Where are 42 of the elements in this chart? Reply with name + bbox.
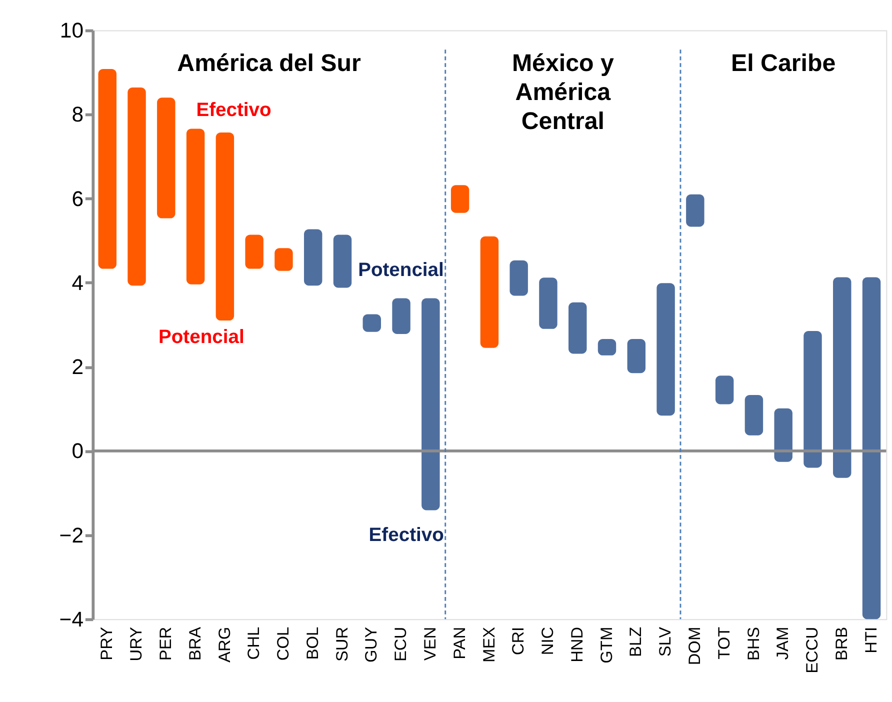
y-tick-label: 10: [60, 20, 84, 43]
annotation: Potencial: [158, 327, 244, 348]
annotation: Efectivo: [196, 100, 272, 121]
x-tick-label: MEX: [480, 626, 498, 662]
x-tick-label: GUY: [362, 626, 381, 662]
x-tick-label: URY: [128, 626, 146, 662]
x-tick-label: GTM: [598, 626, 616, 664]
x-tick-label: BHS: [744, 626, 763, 661]
x-tick-label: HTI: [862, 626, 880, 654]
y-tick-label: −2: [59, 524, 84, 548]
x-tick-label: CRI: [510, 626, 528, 656]
y-tick-label: 8: [72, 104, 84, 127]
y-tick-label: 6: [72, 188, 84, 211]
x-tick-label: ECCU: [804, 626, 822, 674]
x-tick-label: PAN: [450, 626, 469, 660]
x-tick-label: TOT: [715, 626, 734, 660]
y-tick-label: 0: [72, 440, 84, 464]
y-tick-label: 2: [72, 356, 84, 380]
x-tick-label: VEN: [421, 626, 440, 661]
x-tick-label: CHL: [245, 626, 264, 660]
x-tick-label: SLV: [656, 626, 675, 657]
annotation: Potencial: [358, 260, 444, 281]
annotation: México y América Central: [512, 50, 614, 135]
y-tick-label: −4: [59, 608, 84, 632]
annotation: El Caribe: [731, 50, 836, 77]
x-tick-label: ARG: [216, 626, 234, 662]
x-tick-label: BLZ: [627, 626, 646, 657]
annotation: Efectivo: [368, 524, 444, 546]
x-tick-label: HND: [568, 626, 586, 662]
x-tick-label: JAM: [774, 626, 792, 660]
x-tick-label: BOL: [304, 626, 322, 660]
y-tick-label: 4: [72, 272, 84, 295]
annotation: América del Sur: [177, 50, 362, 77]
x-tick-label: DOM: [686, 626, 704, 666]
x-tick-label: BRA: [186, 626, 204, 661]
x-tick-label: PRY: [98, 626, 116, 660]
x-tick-label: SUR: [333, 626, 352, 662]
x-tick-label: NIC: [539, 626, 558, 656]
x-tick-label: COL: [274, 626, 293, 661]
x-tick-label: PER: [156, 626, 175, 661]
x-tick-label: BRB: [832, 626, 851, 661]
x-tick-label: ECU: [392, 626, 410, 662]
